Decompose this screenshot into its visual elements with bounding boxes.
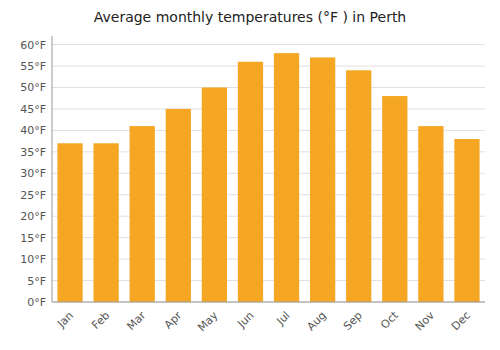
y-tick-label: 10°F: [20, 253, 46, 266]
bar: [274, 53, 299, 302]
title: Average monthly temperatures (°F ) in Pe…: [94, 9, 407, 25]
x-tick-label: Oct: [378, 308, 401, 331]
y-tick-label: 35°F: [20, 146, 46, 159]
y-axis-line: [52, 36, 53, 302]
y-tick-label: 20°F: [20, 210, 46, 223]
bar: [454, 139, 479, 302]
bar: [130, 126, 155, 302]
bar: [166, 109, 191, 302]
bar: [93, 143, 118, 302]
bar: [57, 143, 82, 302]
y-tick-label: 0°F: [27, 296, 46, 309]
y-tick-label: 50°F: [20, 81, 46, 94]
x-tick-label: Apr: [162, 309, 185, 332]
x-tick-label: Feb: [89, 309, 112, 332]
x-tick-label: Jul: [273, 309, 292, 328]
y-tick-label: 30°F: [20, 167, 46, 180]
x-tick-label: Jan: [54, 309, 76, 331]
x-tick-label: Jun: [235, 309, 257, 331]
bar: [310, 57, 335, 302]
y-tick-label: 55°F: [20, 60, 46, 73]
y-axis: 0°F 5°F 10°F 15°F 20°F 25°F 30°F 35°F 40°F 45°F 50…: [20, 36, 52, 309]
x-tick-label: Dec: [449, 309, 473, 333]
grid-line: [52, 87, 485, 88]
grid: [52, 45, 485, 302]
y-tick-label: 15°F: [20, 232, 46, 245]
y-tick-label: 45°F: [20, 103, 46, 116]
x-axis: Jan Feb Mar Apr May Jun Jul Aug Sep Oct Nov Dec: [52, 302, 485, 334]
bar: [418, 126, 443, 302]
x-tick-label: Aug: [304, 309, 328, 333]
grid-line: [52, 108, 485, 109]
bar: [346, 70, 371, 302]
bar: [202, 87, 227, 302]
grid-line: [52, 44, 485, 45]
x-tick-label: Nov: [413, 309, 438, 334]
x-tick-label: Sep: [341, 309, 365, 333]
y-tick-label: 40°F: [20, 124, 46, 137]
grid-line: [52, 66, 485, 67]
grid-line: [52, 302, 485, 303]
x-axis-line: [52, 302, 485, 303]
bar: [238, 62, 263, 302]
y-tick-label: 25°F: [20, 189, 46, 202]
y-tick-label: 60°F: [20, 39, 46, 52]
chart: Average monthly temperatures (°F ) in Pe…: [0, 0, 500, 350]
bar: [382, 96, 407, 302]
y-tick-label: 5°F: [27, 275, 46, 288]
bars: [57, 53, 479, 302]
x-tick-label: Mar: [124, 309, 148, 333]
x-tick-label: May: [195, 309, 221, 335]
